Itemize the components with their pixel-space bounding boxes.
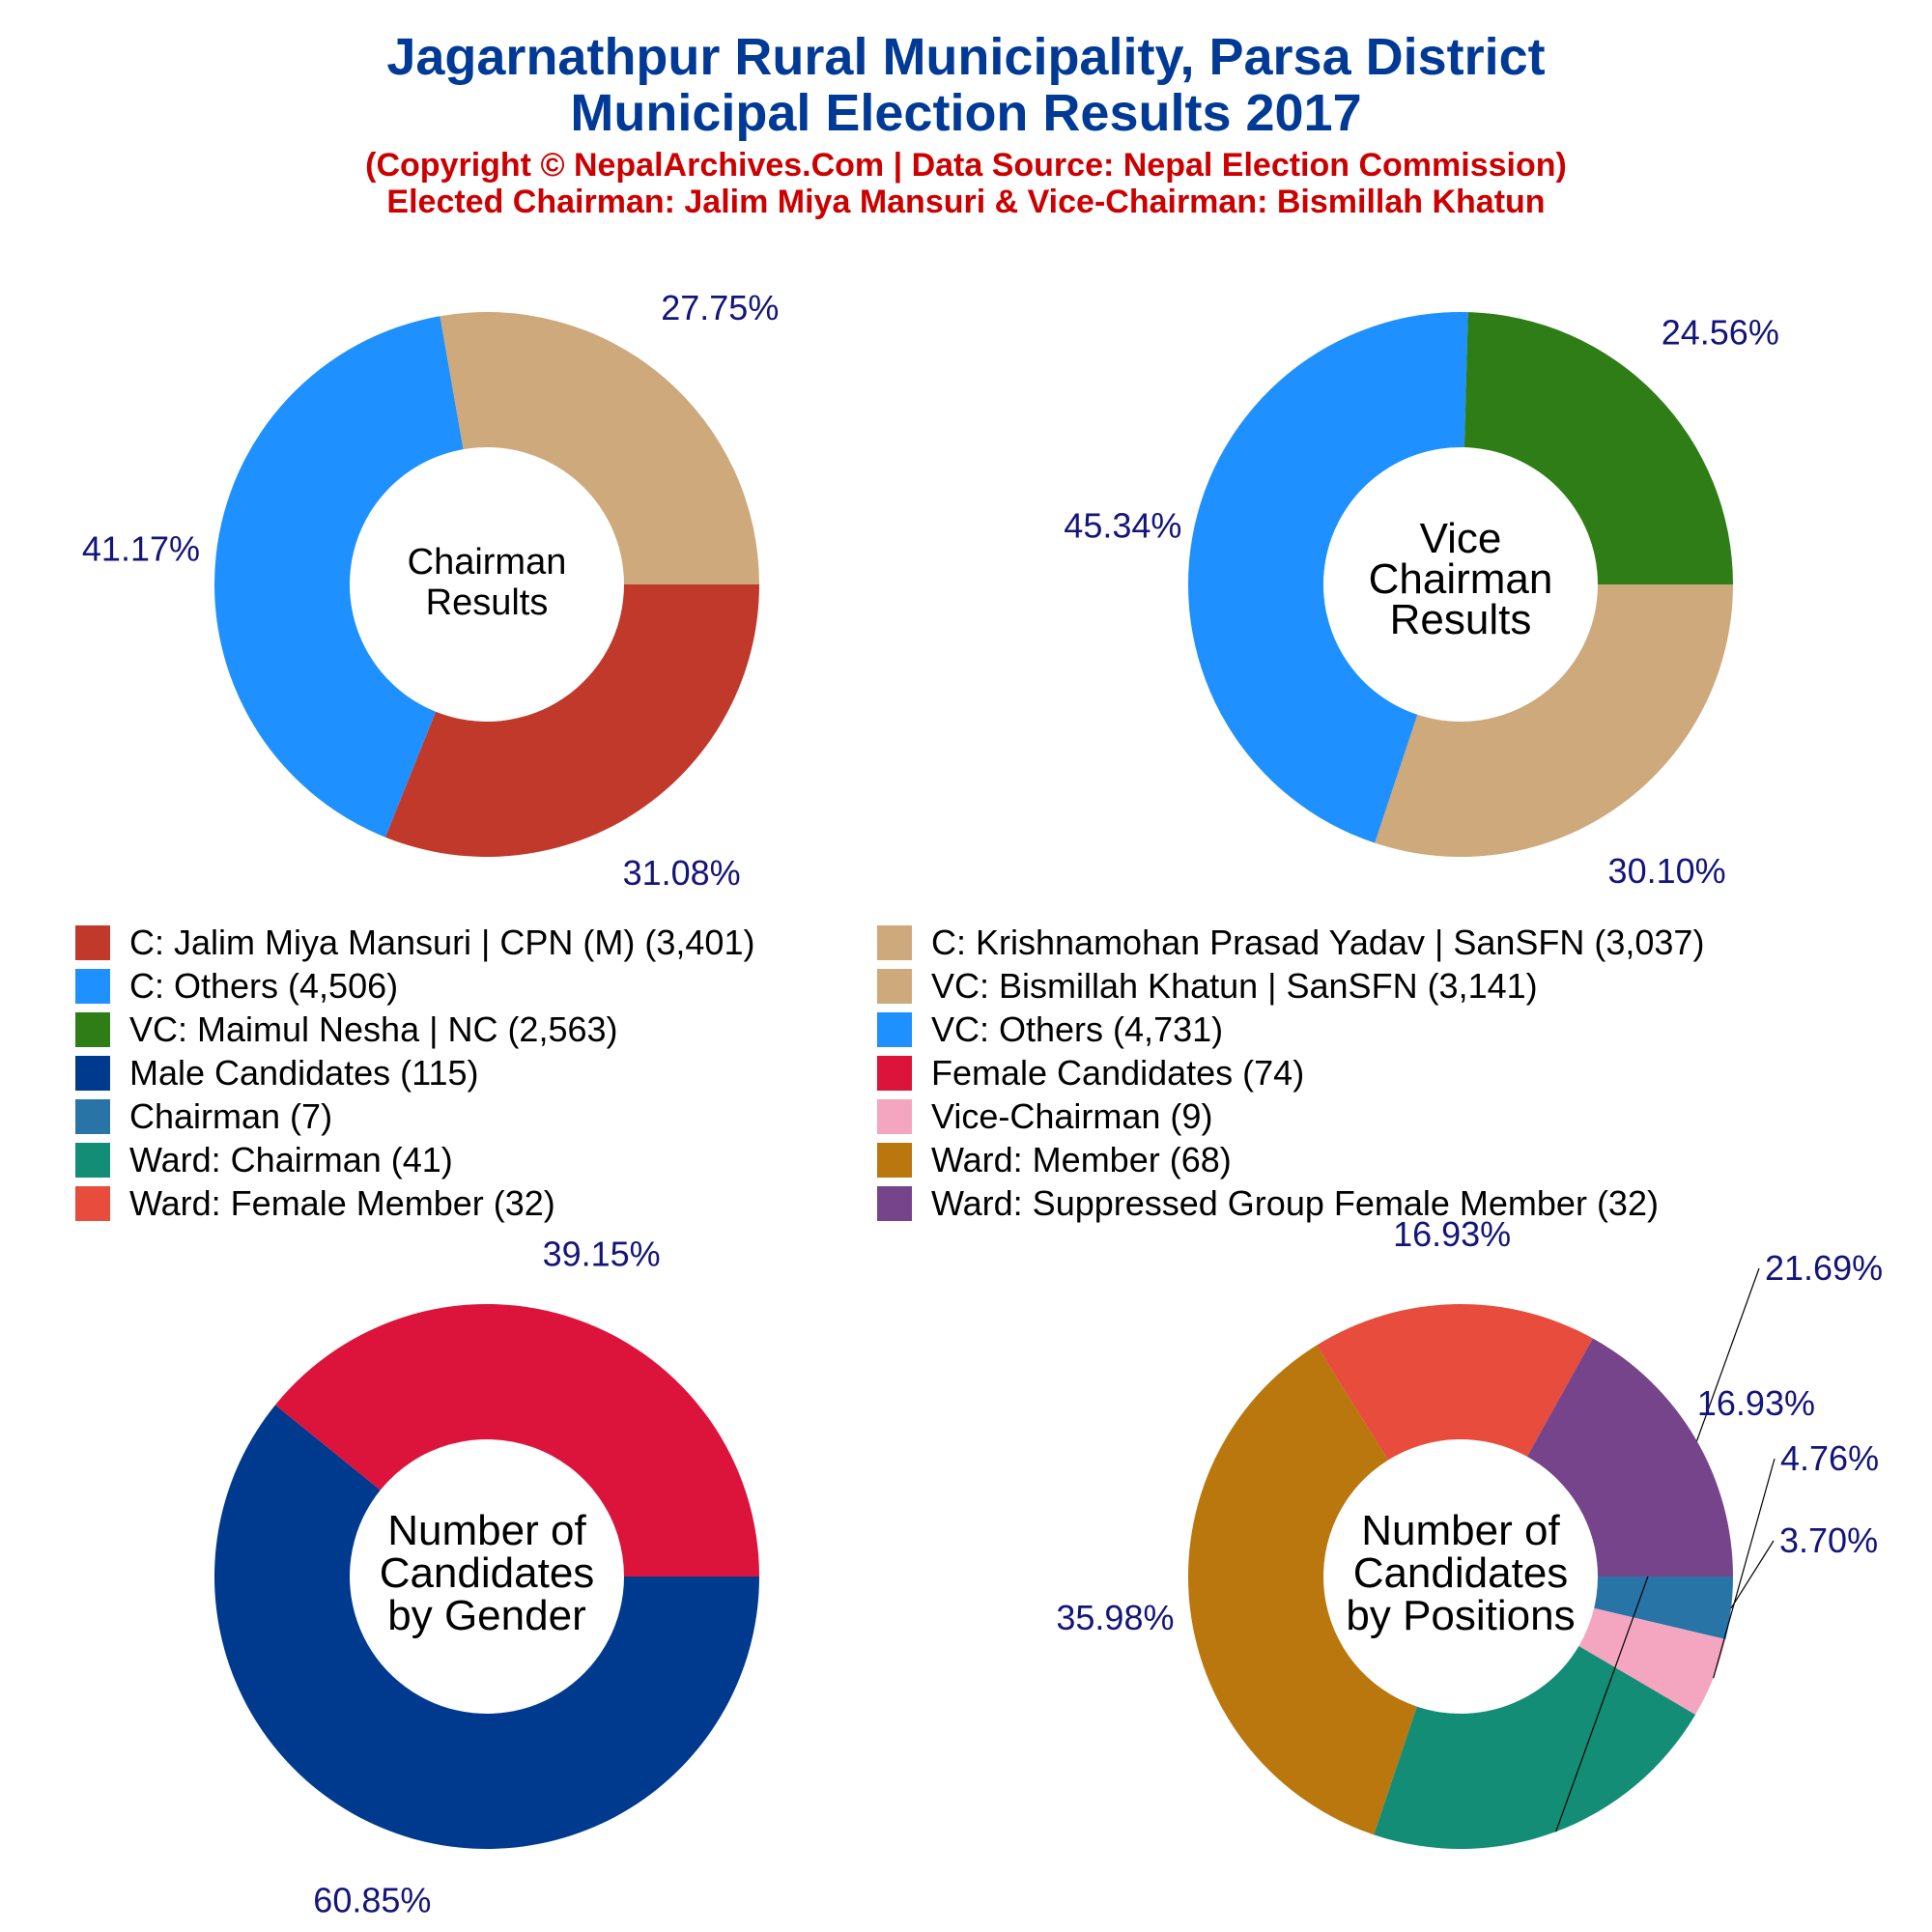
leader-line — [1730, 1540, 1775, 1609]
slice-percent-label: 60.85% — [313, 1881, 431, 1920]
slice — [1188, 312, 1468, 843]
slice-percent-label: 16.93% — [1697, 1383, 1815, 1423]
slice — [1316, 1304, 1593, 1461]
slice — [440, 312, 759, 584]
slice-percent-label: 41.17% — [82, 528, 200, 568]
legend-swatch — [877, 1012, 912, 1047]
slice-percent-label: 4.76% — [1780, 1438, 1879, 1478]
slice — [1375, 584, 1733, 857]
slice — [1578, 1607, 1726, 1716]
slice-percent-label: 30.10% — [1608, 851, 1726, 891]
legend-label: Ward: Suppressed Group Female Member (32… — [931, 1183, 1659, 1223]
legend-swatch — [75, 1012, 110, 1047]
slice-percent-label: 21.69% — [1765, 1248, 1883, 1288]
slice — [384, 584, 759, 857]
legend-label: Male Candidates (115) — [129, 1053, 479, 1093]
legend-label: C: Others (4,506) — [129, 966, 398, 1006]
slice-percent-label: 45.34% — [1064, 506, 1181, 546]
legend-swatch — [75, 925, 110, 960]
slice — [274, 1304, 759, 1577]
legend-swatch — [75, 969, 110, 1004]
legend-label: VC: Bismillah Khatun | SanSFN (3,141) — [931, 966, 1538, 1006]
legend-swatch — [75, 1186, 110, 1221]
legend-label: Chairman (7) — [129, 1096, 332, 1136]
subtitle-copyright: (Copyright © NepalArchives.Com | Data So… — [365, 147, 1567, 184]
slice-percent-label: 31.08% — [623, 853, 741, 893]
donut-center-label: Candidates — [380, 1549, 595, 1597]
legend-label: Vice-Chairman (9) — [931, 1096, 1212, 1136]
legend-swatch — [877, 1099, 912, 1134]
slice — [1374, 1646, 1696, 1850]
donut-center-label: by Gender — [387, 1592, 585, 1639]
slice-percent-label: 39.15% — [543, 1234, 661, 1273]
slice — [1594, 1577, 1734, 1640]
legend-swatch — [877, 1056, 912, 1091]
donut-center-label: Results — [1390, 596, 1532, 643]
chart-title-line2: Municipal Election Results 2017 — [570, 84, 1362, 142]
donut-center-label: by Positions — [1346, 1592, 1575, 1639]
legend-label: Ward: Female Member (32) — [129, 1183, 555, 1223]
slice — [1526, 1338, 1733, 1577]
legend-label: C: Krishnamohan Prasad Yadav | SanSFN (3… — [931, 923, 1704, 962]
donut-center-label: Vice — [1420, 515, 1502, 562]
legend-label: C: Jalim Miya Mansuri | CPN (M) (3,401) — [129, 923, 754, 962]
legend-swatch — [877, 925, 912, 960]
legend-label: VC: Others (4,731) — [931, 1009, 1223, 1049]
slice-percent-label: 24.56% — [1662, 313, 1779, 353]
donut-center-label: Results — [426, 582, 549, 623]
legend-label: Ward: Member (68) — [931, 1140, 1232, 1179]
legend-swatch — [75, 1099, 110, 1134]
donut-center-label: Chairman — [408, 542, 567, 582]
legend-swatch — [877, 1143, 912, 1178]
slice — [214, 1405, 759, 1849]
legend-swatch — [75, 1056, 110, 1091]
legend: C: Jalim Miya Mansuri | CPN (M) (3,401) C… — [75, 923, 1704, 1223]
donut-center-label: Number of — [1361, 1507, 1560, 1554]
legend-swatch — [877, 969, 912, 1004]
legend-label: VC: Maimul Nesha | NC (2,563) — [129, 1009, 618, 1049]
subtitle-elected: Elected Chairman: Jalim Miya Mansuri & V… — [386, 184, 1546, 220]
leader-line — [1713, 1458, 1776, 1679]
slice — [214, 316, 464, 838]
slice — [1187, 1345, 1417, 1835]
slice — [1463, 312, 1733, 584]
donut-center-label: Number of — [387, 1507, 586, 1554]
donut-candidates-by-positions: 3.70% 4.76% 21.69% 35.98% 16.93% 16.93% Number… — [1056, 1214, 1883, 1850]
slice-percent-label: 35.98% — [1056, 1598, 1174, 1637]
donut-center-label: Candidates — [1353, 1549, 1569, 1597]
slice-percent-label: 3.70% — [1779, 1520, 1878, 1560]
legend-swatch — [75, 1143, 110, 1178]
legend-swatch — [877, 1186, 912, 1221]
legend-label: Female Candidates (74) — [931, 1053, 1304, 1093]
legend-label: Ward: Chairman (41) — [129, 1140, 453, 1179]
slice-percent-label: 27.75% — [661, 288, 779, 327]
slice-percent-label: 16.93% — [1393, 1214, 1511, 1254]
donut-center-label: Chairman — [1369, 555, 1553, 603]
chart-title-line1: Jagarnathpur Rural Municipality, Parsa D… — [386, 28, 1546, 86]
